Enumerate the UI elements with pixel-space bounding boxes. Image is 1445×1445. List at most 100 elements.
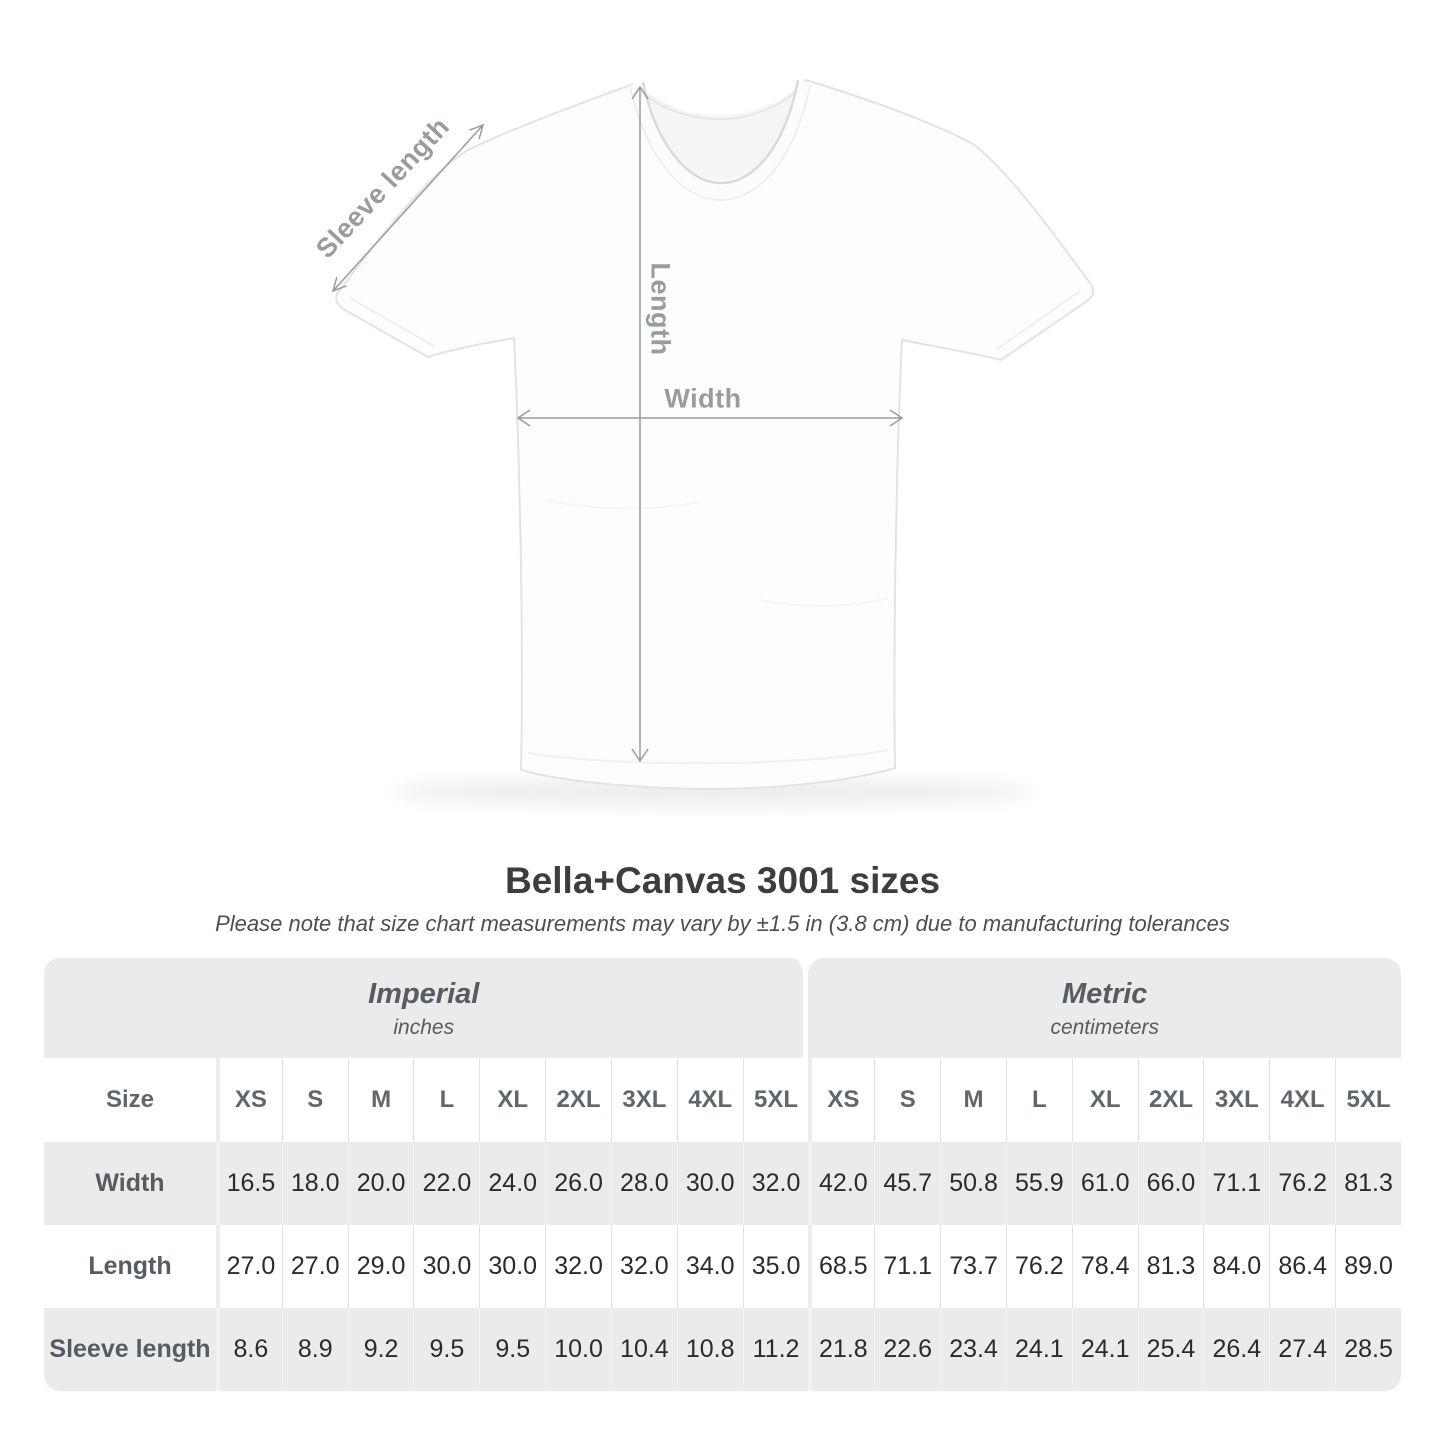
metric-band: Metric centimeters (808, 958, 1401, 1058)
width-label: Width (664, 383, 742, 414)
row-label: Width (44, 1142, 216, 1225)
tolerance-note: Please note that size chart measurements… (215, 911, 1230, 936)
arrowhead-up-icon (631, 85, 649, 100)
value-cell: 24.1 (1005, 1308, 1072, 1391)
value-cell: 10.0 (545, 1308, 611, 1391)
tshirt-image (331, 79, 1095, 807)
row-label: Sleeve length (44, 1308, 216, 1391)
value-cell: 42.0 (808, 1142, 875, 1225)
value-cell: 71.1 (874, 1225, 941, 1308)
size-column-header: Size (44, 1058, 216, 1142)
value-cell: 26.0 (545, 1142, 611, 1225)
value-cell: 35.0 (742, 1225, 809, 1308)
value-cell: 84.0 (1203, 1225, 1270, 1308)
size-header: XS (216, 1058, 282, 1142)
size-header: M (940, 1058, 1006, 1142)
value-cell: 9.5 (413, 1308, 480, 1391)
size-chart-table: Imperial inches Metric centimeters Size … (44, 958, 1401, 1391)
value-cell: 32.0 (545, 1225, 611, 1308)
arrowhead-down-icon (631, 748, 649, 763)
size-header: L (413, 1058, 480, 1142)
size-header: S (281, 1058, 348, 1142)
arrowhead-upper-right-icon (469, 123, 485, 140)
value-cell: 81.3 (1335, 1142, 1401, 1225)
length-arrow (631, 85, 649, 763)
value-cell: 71.1 (1203, 1142, 1270, 1225)
arrowhead-right-icon (889, 409, 904, 427)
value-cell: 89.0 (1335, 1225, 1401, 1308)
size-header: L (1005, 1058, 1072, 1142)
value-cell: 27.0 (216, 1225, 282, 1308)
value-cell: 26.4 (1203, 1308, 1270, 1391)
value-cell: 9.5 (479, 1308, 546, 1391)
value-cell: 30.0 (676, 1142, 743, 1225)
imperial-band: Imperial inches (44, 958, 809, 1058)
value-cell: 28.5 (1335, 1308, 1401, 1391)
value-cell: 66.0 (1137, 1142, 1204, 1225)
shirt-shadow (392, 777, 1032, 807)
value-cell: 86.4 (1269, 1225, 1336, 1308)
table-row-width: Width 16.5 18.0 20.0 22.0 24.0 26.0 28.0… (44, 1142, 1401, 1225)
imperial-label: Imperial (368, 978, 480, 1010)
value-cell: 18.0 (281, 1142, 348, 1225)
value-cell: 34.0 (676, 1225, 743, 1308)
value-cell: 24.0 (479, 1142, 546, 1225)
value-cell: 81.3 (1137, 1225, 1204, 1308)
dimension-arrows (331, 85, 904, 763)
arrowhead-left-icon (516, 409, 531, 427)
tshirt-measurement-diagram: Sleeve length Length Width (310, 79, 1095, 807)
value-cell: 21.8 (808, 1308, 875, 1391)
tshirt-shape (335, 79, 1095, 790)
unit-band-row: Imperial inches Metric centimeters (44, 958, 1401, 1058)
page-title: Bella+Canvas 3001 sizes (504, 860, 941, 901)
value-cell: 16.5 (216, 1142, 282, 1225)
table-row-length: Length 27.0 27.0 29.0 30.0 30.0 32.0 32.… (44, 1225, 1401, 1308)
value-cell: 45.7 (874, 1142, 941, 1225)
value-cell: 23.4 (940, 1308, 1006, 1391)
size-header: S (874, 1058, 941, 1142)
size-header-row: Size XS S M L XL 2XL 3XL 4XL 5XL XS S M … (44, 1058, 1401, 1142)
size-header: 4XL (676, 1058, 743, 1142)
value-cell: 24.1 (1071, 1308, 1138, 1391)
metric-label: Metric (1062, 978, 1148, 1010)
value-cell: 76.2 (1005, 1225, 1072, 1308)
size-header: 5XL (742, 1058, 809, 1142)
value-cell: 32.0 (742, 1142, 809, 1225)
value-cell: 30.0 (413, 1225, 480, 1308)
size-header: XL (1071, 1058, 1138, 1142)
table-row-sleeve-length: Sleeve length 8.6 8.9 9.2 9.5 9.5 10.0 1… (44, 1308, 1401, 1391)
metric-unit: centimeters (1050, 1016, 1159, 1039)
value-cell: 20.0 (347, 1142, 414, 1225)
value-cell: 76.2 (1269, 1142, 1336, 1225)
value-cell: 61.0 (1071, 1142, 1138, 1225)
length-label: Length (645, 262, 676, 356)
value-cell: 10.4 (610, 1308, 677, 1391)
value-cell: 78.4 (1071, 1225, 1138, 1308)
value-cell: 28.0 (610, 1142, 677, 1225)
value-cell: 8.9 (281, 1308, 348, 1391)
size-header: 3XL (1203, 1058, 1270, 1142)
value-cell: 11.2 (742, 1308, 809, 1391)
row-label: Length (44, 1225, 216, 1308)
width-arrow (516, 409, 904, 427)
size-header: 2XL (1137, 1058, 1204, 1142)
value-cell: 32.0 (610, 1225, 677, 1308)
imperial-unit: inches (393, 1016, 455, 1039)
value-cell: 27.4 (1269, 1308, 1336, 1391)
value-cell: 73.7 (940, 1225, 1006, 1308)
value-cell: 27.0 (281, 1225, 348, 1308)
value-cell: 29.0 (347, 1225, 414, 1308)
value-cell: 25.4 (1137, 1308, 1204, 1391)
size-header: XS (808, 1058, 875, 1142)
value-cell: 9.2 (347, 1308, 414, 1391)
size-header: 4XL (1269, 1058, 1336, 1142)
size-header: XL (479, 1058, 546, 1142)
size-header: 5XL (1335, 1058, 1401, 1142)
value-cell: 55.9 (1005, 1142, 1072, 1225)
size-header: 2XL (545, 1058, 611, 1142)
value-cell: 68.5 (808, 1225, 875, 1308)
value-cell: 30.0 (479, 1225, 546, 1308)
value-cell: 22.0 (413, 1142, 480, 1225)
size-header: M (347, 1058, 414, 1142)
sleeve-length-arrow (331, 123, 485, 293)
